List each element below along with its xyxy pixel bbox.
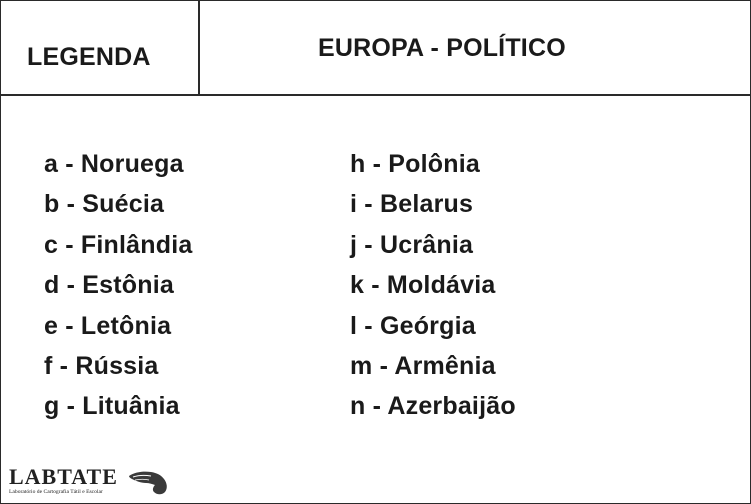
legend-item: m - Armênia	[350, 351, 496, 380]
labtate-logo: LABTATE Laboratório de Cartografia Tátil…	[9, 464, 169, 498]
legend-label: LEGENDA	[27, 43, 151, 71]
legend-item: e - Letônia	[44, 311, 172, 340]
legend-column-right: h - Polônia i - Belarus j - Ucrânia k - …	[350, 147, 516, 430]
legend-item: h - Polônia	[350, 150, 480, 178]
header: LEGENDA EUROPA - POLÍTICO	[1, 1, 750, 96]
hand-icon	[129, 471, 167, 495]
legend-item: n - Azerbaijão	[350, 392, 516, 421]
legend-label-cell: LEGENDA	[1, 1, 200, 94]
legend-column-left: a - Noruega b - Suécia c - Finlândia d -…	[44, 147, 192, 430]
logo-name: LABTATE	[9, 464, 118, 489]
legend-item: j - Ucrânia	[350, 230, 474, 259]
legend-item: i - Belarus	[350, 190, 474, 219]
legend-item: a - Noruega	[44, 150, 184, 178]
legend-item: c - Finlândia	[44, 230, 193, 259]
map-title: EUROPA - POLÍTICO	[318, 34, 566, 62]
legend-item: l - Geórgia	[350, 311, 476, 340]
logo-subtitle: Laboratório de Cartografia Tátil e Escol…	[9, 489, 103, 495]
legend-item: b - Suécia	[44, 190, 165, 219]
legend-item: g - Lituânia	[44, 392, 180, 421]
legend-item: k - Moldávia	[350, 271, 496, 300]
legend-item: f - Rússia	[44, 351, 159, 380]
legend-item: d - Estônia	[44, 271, 174, 300]
